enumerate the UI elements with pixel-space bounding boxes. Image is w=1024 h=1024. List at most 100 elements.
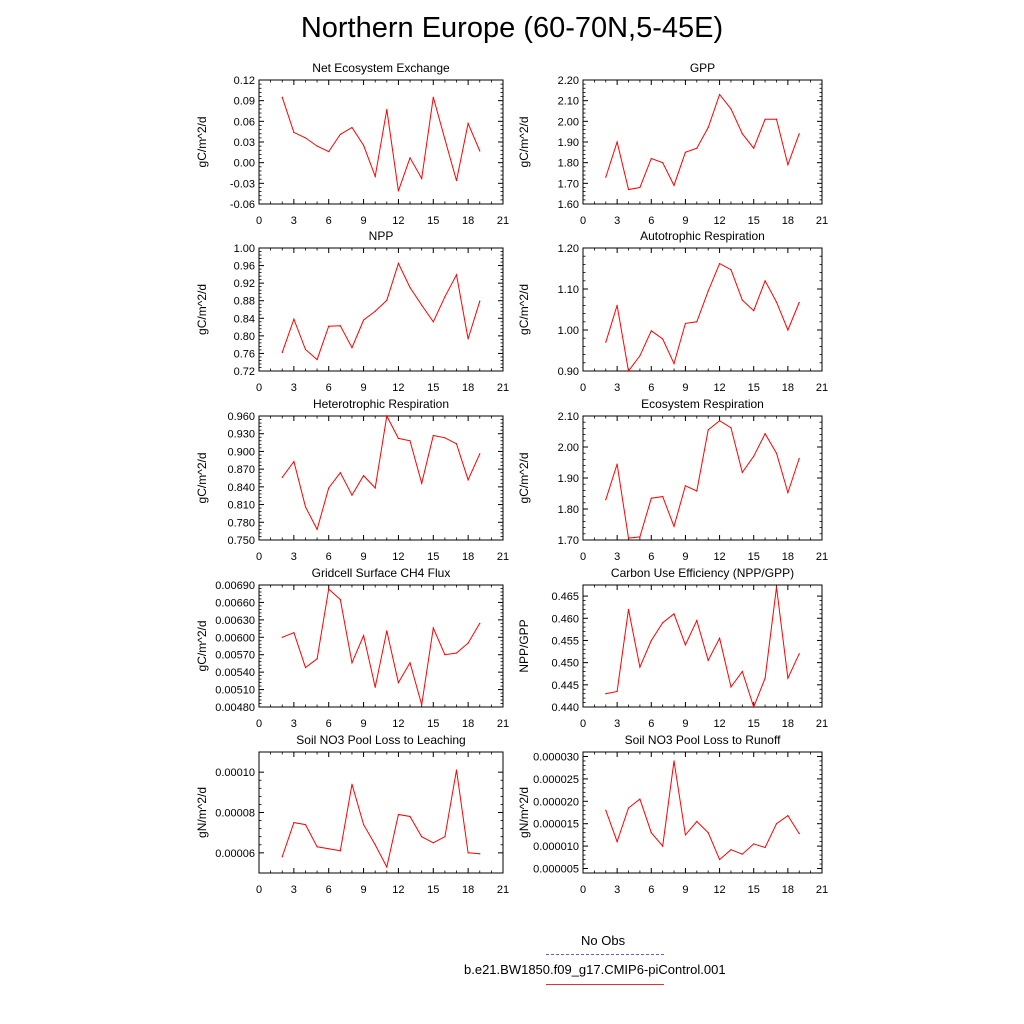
data-point [605, 809, 607, 811]
panel-title: Gridcell Surface CH4 Flux [312, 566, 451, 580]
data-point [339, 598, 341, 601]
y-tick-label: 0.80 [234, 331, 255, 343]
x-tick-label: 18 [462, 551, 474, 563]
x-tick-label: 0 [580, 718, 586, 730]
y-tick-label: -0.03 [230, 178, 255, 190]
data-point [281, 96, 283, 98]
y-tick-label: 0.450 [551, 658, 579, 670]
x-tick-label: 3 [614, 382, 620, 394]
data-point [374, 310, 376, 312]
x-tick-label: 3 [291, 551, 297, 563]
y-axis-label: gN/m^2/d [517, 787, 531, 838]
x-tick-label: 6 [326, 718, 332, 730]
data-point [455, 769, 458, 771]
data-point [673, 184, 675, 186]
x-tick-label: 3 [291, 884, 297, 896]
y-tick-label: 1.70 [558, 535, 579, 547]
data-point [351, 662, 353, 664]
series-line [281, 97, 481, 192]
data-point [696, 619, 698, 622]
y-tick-label: 0.00630 [215, 615, 255, 627]
y-tick-label: 0.76 [234, 348, 255, 360]
panel-title: Net Ecosystem Exchange [312, 61, 450, 75]
panel-soil-no3-pool-loss-to-runoff: Soil NO3 Pool Loss to Runoff gN/m^2/d 0 3 6 9… [517, 733, 828, 896]
data-point [304, 137, 307, 139]
y-tick-label: 0.840 [227, 482, 255, 494]
plot-frame [582, 584, 823, 708]
data-point [467, 852, 469, 854]
x-tick-label: 15 [427, 382, 439, 394]
x-tick-label: 15 [748, 382, 760, 394]
data-point [281, 351, 283, 354]
y-axis-label: NPP/GPP [517, 619, 531, 672]
series-line [281, 414, 481, 531]
y-tick-label: 0.750 [227, 535, 255, 547]
y-tick-label: 1.20 [558, 243, 579, 255]
x-tick-label: 6 [326, 551, 332, 563]
panel-title: Soil NO3 Pool Loss to Leaching [296, 733, 465, 747]
data-point [455, 274, 458, 276]
data-point [409, 286, 411, 289]
series-line [281, 770, 480, 869]
data-point [684, 151, 687, 153]
data-point [684, 644, 687, 646]
data-point [374, 686, 376, 688]
data-point [753, 455, 755, 457]
x-tick-label: 18 [462, 718, 474, 730]
data-point [730, 686, 732, 688]
data-point [775, 586, 778, 588]
x-tick-label: 15 [427, 551, 439, 563]
y-tick-label: 0.440 [551, 702, 579, 714]
panel-heterotrophic-respiration: Heterotrophic Respiration gC/m^2/d 0 3 6 9 12 1… [195, 397, 509, 563]
y-tick-label: 0.000025 [533, 774, 579, 786]
data-point [787, 164, 789, 166]
data-point [281, 476, 283, 479]
data-point [650, 330, 652, 332]
data-point [397, 437, 400, 440]
data-point [605, 693, 607, 695]
data-point [386, 299, 388, 301]
x-tick-label: 0 [256, 382, 262, 394]
data-point [328, 848, 330, 850]
data-point [386, 109, 388, 111]
data-point [764, 118, 766, 120]
y-tick-label: 0.84 [234, 313, 255, 325]
data-point [639, 186, 641, 189]
panel-ecosystem-respiration: Ecosystem Respiration gC/m^2/d 0 3 6 9 12 15 18 2… [517, 397, 828, 563]
x-tick-label: 0 [256, 215, 262, 227]
data-point [730, 849, 732, 851]
data-point [650, 497, 652, 499]
y-tick-label: 1.00 [234, 243, 255, 255]
x-tick-label: 12 [713, 382, 725, 394]
data-point [775, 301, 778, 303]
y-tick-label: 0.09 [234, 96, 255, 108]
data-point [339, 133, 341, 136]
y-tick-label: 0.000030 [533, 751, 579, 763]
data-point [605, 341, 607, 343]
x-tick-label: 3 [291, 382, 297, 394]
data-point [696, 490, 698, 492]
data-point [304, 666, 307, 669]
data-point [639, 536, 641, 538]
plot-frame [258, 247, 504, 372]
x-tick-label: 12 [713, 551, 725, 563]
x-tick-label: 21 [816, 884, 828, 896]
y-tick-label: 0.900 [227, 446, 255, 458]
x-tick-label: 18 [462, 215, 474, 227]
x-tick-label: 0 [256, 551, 262, 563]
data-point [362, 144, 365, 147]
data-point [616, 690, 618, 693]
series-line [605, 262, 800, 373]
data-point [798, 457, 800, 460]
data-point [316, 358, 318, 361]
y-tick-label: 0.000020 [533, 796, 579, 808]
series-line [605, 93, 800, 191]
data-point [479, 853, 481, 855]
x-tick-label: 21 [816, 215, 828, 227]
data-point [662, 338, 664, 340]
data-point [673, 525, 675, 527]
data-point [650, 639, 652, 642]
plot-frame [258, 415, 504, 541]
data-point [741, 853, 743, 855]
x-tick-label: 12 [713, 718, 725, 730]
